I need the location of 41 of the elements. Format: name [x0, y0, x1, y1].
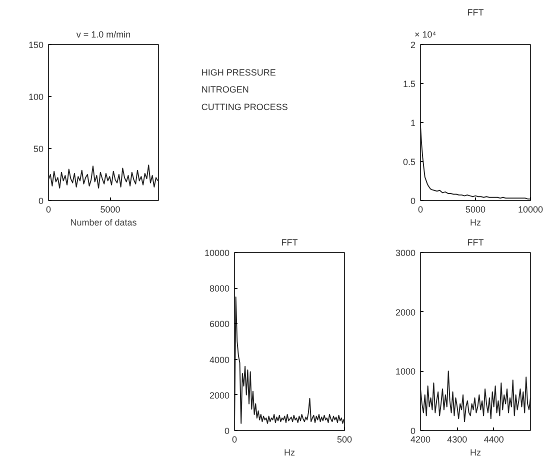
- x-tick-label: 0: [46, 204, 52, 214]
- y-tick-label: 6000: [209, 319, 230, 330]
- y-tick-label: 0: [224, 426, 230, 436]
- y-tick-label: 50: [33, 144, 44, 154]
- y-tick-label: 1000: [395, 366, 416, 377]
- y-tick-label: 0: [410, 426, 416, 436]
- x-tick-label: 5000: [100, 204, 120, 214]
- chart-title: v = 1.0 m/min: [76, 30, 131, 40]
- y-tick-label: 0: [410, 196, 416, 206]
- y-tick-label: 3000: [395, 248, 416, 258]
- y-tick-label: 0.5: [402, 157, 416, 167]
- x-tick-label: 4200: [410, 434, 431, 444]
- text: CUTTING PROCESS: [201, 102, 288, 112]
- text: HIGH PRESSURE: [201, 68, 276, 78]
- y-tick-label: 2000: [209, 390, 230, 400]
- chart-title: FFT: [467, 238, 484, 248]
- y-tick-label: 1: [410, 118, 416, 128]
- y-tick-label: 100: [28, 92, 44, 102]
- y-tick-label: 0: [38, 196, 44, 206]
- y-tick-label: 2: [410, 40, 416, 50]
- x-tick-label: 10000: [518, 204, 544, 214]
- x-tick-label: 0: [232, 434, 238, 444]
- x-tick-label: 500: [336, 434, 352, 444]
- x-tick-label: 4400: [484, 434, 504, 444]
- x-tick-label: 5000: [465, 204, 486, 214]
- x-tick-label: 0: [418, 204, 424, 214]
- chart-title: FFT: [281, 238, 298, 248]
- y-tick-label: 150: [28, 40, 44, 50]
- chart-title: FFT: [467, 8, 484, 18]
- x-axis-title: Hz: [470, 448, 482, 458]
- x-axis-title: Number of datas: [70, 218, 138, 228]
- y-tick-label: 1.5: [402, 79, 416, 89]
- text: × 10⁴: [414, 30, 436, 40]
- x-axis-title: Hz: [284, 448, 296, 458]
- x-axis-title: Hz: [470, 218, 482, 228]
- text: NITROGEN: [201, 84, 249, 95]
- y-tick-label: 4000: [209, 354, 230, 365]
- y-tick-label: 8000: [209, 284, 230, 294]
- x-tick-label: 4300: [447, 434, 468, 444]
- y-tick-label: 2000: [395, 307, 416, 318]
- y-tick-label: 10000: [204, 248, 230, 258]
